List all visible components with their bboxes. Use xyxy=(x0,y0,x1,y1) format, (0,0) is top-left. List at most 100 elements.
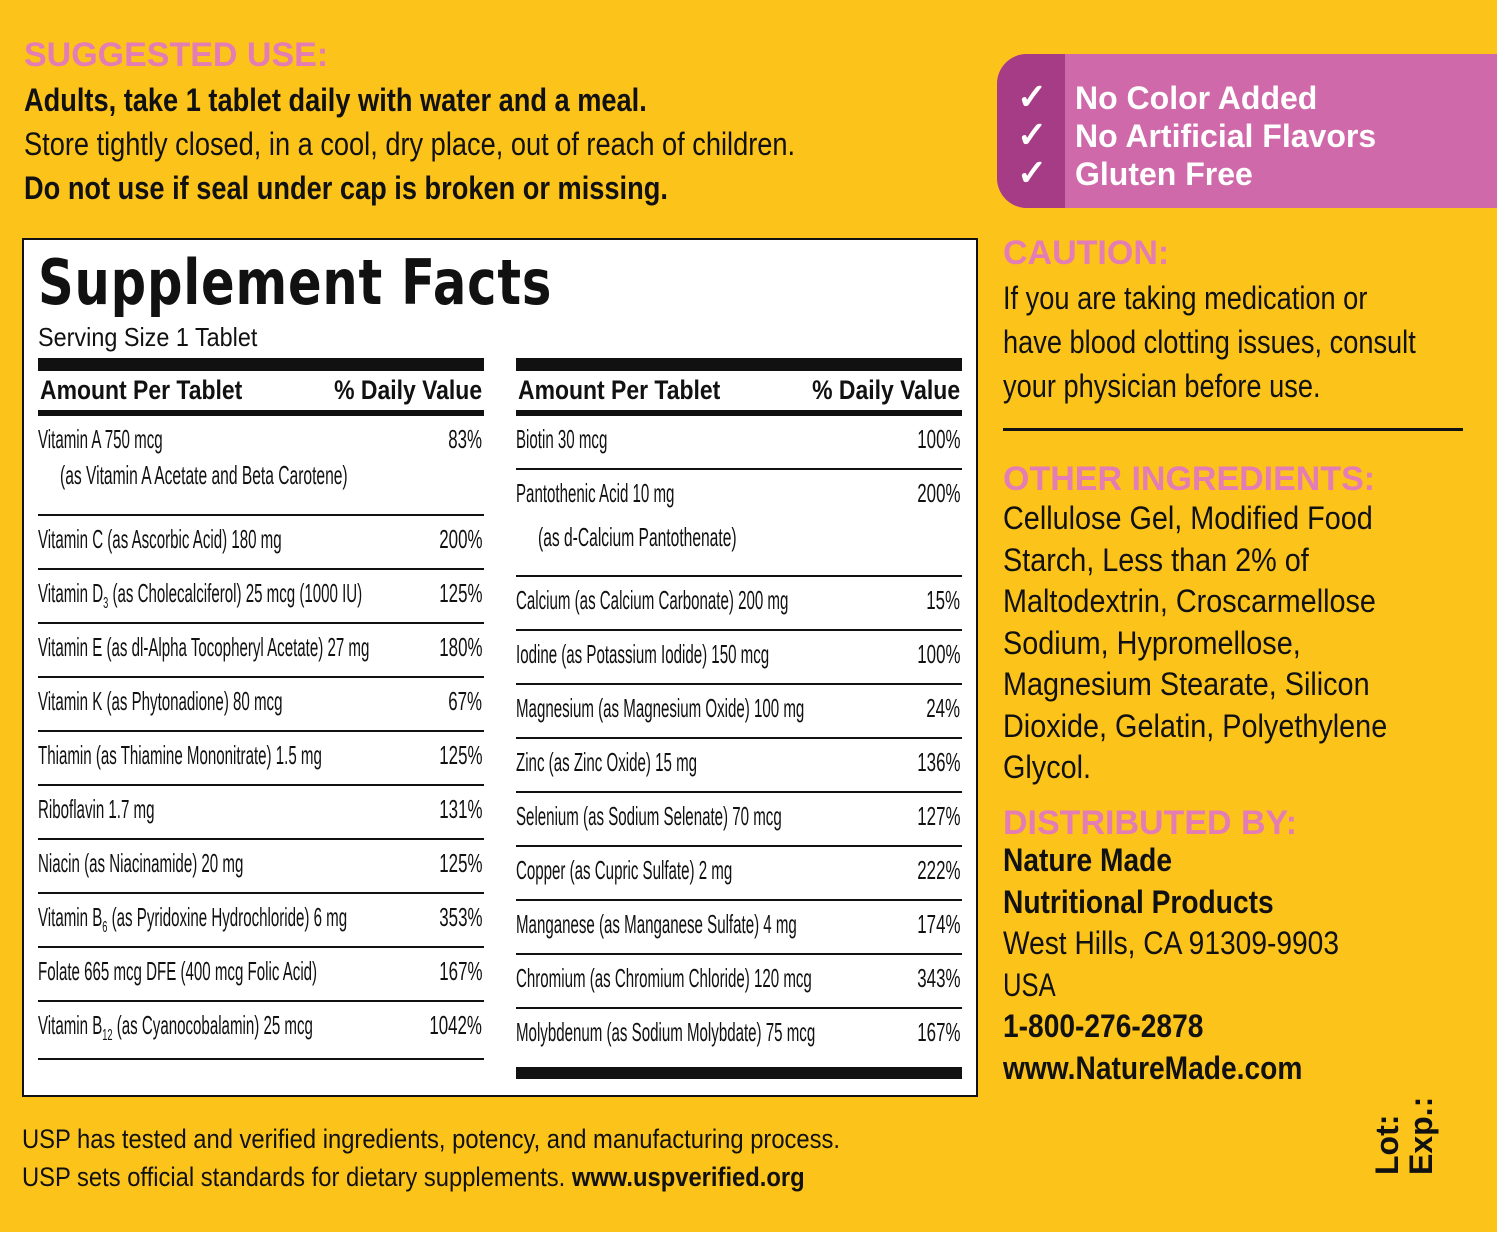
nutrient-row: Thiamin (as Thiamine Mononitrate) 1.5 mg… xyxy=(38,732,484,786)
distributor-phone: 1-800-276-2878 xyxy=(1003,1008,1204,1044)
nutrient-row: Vitamin K (as Phytonadione) 80 mcg 67% xyxy=(38,678,484,732)
nutrient-row: Niacin (as Niacinamide) 20 mg 125% xyxy=(38,840,484,894)
nutrient-row: Manganese (as Manganese Sulfate) 4 mg 17… xyxy=(516,901,962,955)
nutrient-name: Vitamin D xyxy=(38,578,104,608)
nutrient-row: Vitamin D3 (as Cholecalciferol) 25 mcg (… xyxy=(38,570,484,624)
nutrient-row: Magnesium (as Magnesium Oxide) 100 mg 24… xyxy=(516,685,962,739)
caution-text: If you are taking medication or have bloo… xyxy=(1003,276,1489,408)
nutrient-detail: (as Cyanocobalamin) 25 mcg xyxy=(112,1010,313,1040)
nutrient-name: Thiamin (as Thiamine Mononitrate) 1.5 mg xyxy=(38,740,322,770)
end-bar xyxy=(516,1067,962,1079)
daily-value: 200% xyxy=(438,524,482,554)
nutrient-detail: (as Pyridoxine Hydrochloride) 6 mg xyxy=(107,902,348,932)
daily-value: 200% xyxy=(916,478,960,508)
ingredient-line: Maltodextrin, Croscarmellose xyxy=(1003,583,1376,619)
nutrient-detail: (as Cholecalciferol) 25 mcg (1000 IU) xyxy=(108,578,363,608)
claim-1: No Color Added xyxy=(1075,80,1318,116)
nutrient-name: Magnesium (as Magnesium Oxide) 100 mg xyxy=(516,693,805,723)
facts-column-left: Amount Per Tablet % Daily Value Vitamin A… xyxy=(38,358,484,1060)
nutrient-name: Vitamin E (as dl-Alpha Tocopheryl Acetat… xyxy=(38,632,370,662)
facts-column-right: Amount Per Tablet % Daily Value Biotin 30… xyxy=(516,358,962,1079)
lot-label: Lot: xyxy=(1369,1114,1405,1175)
ingredient-line: Dioxide, Gelatin, Polyethylene xyxy=(1003,707,1388,744)
claim-2: No Artificial Flavors xyxy=(1075,118,1377,154)
nutrient-row: Molybdenum (as Sodium Molybdate) 75 mcg … xyxy=(516,1009,962,1067)
nutrient-name: Vitamin B xyxy=(38,902,103,932)
nutrient-row: Selenium (as Sodium Selenate) 70 mcg 127… xyxy=(516,793,962,847)
caution-line: If you are taking medication or xyxy=(1003,280,1368,316)
claims-badge: ✓ No Color Added ✓ No Artificial Flavors ✓… xyxy=(997,54,1497,208)
daily-value: 167% xyxy=(438,956,482,986)
check-icon: ✓ xyxy=(1017,114,1048,155)
daily-value: 24% xyxy=(926,693,960,723)
nutrient-name: Niacin (as Niacinamide) 20 mg xyxy=(38,848,244,878)
nutrient-name: Selenium (as Sodium Selenate) 70 mcg xyxy=(516,801,782,831)
nutrient-name: Zinc (as Zinc Oxide) 15 mg xyxy=(516,747,698,777)
nutrient-name: Vitamin A 750 mcg xyxy=(38,424,163,454)
usp-line-2: USP sets official standards for dietary … xyxy=(22,1162,566,1192)
other-ingredients-heading: OTHER INGREDIENTS: xyxy=(1003,460,1376,498)
nutrient-name: Vitamin K (as Phytonadione) 80 mcg xyxy=(38,686,283,716)
divider xyxy=(1003,428,1463,431)
nutrient-name: Folate 665 mcg DFE (400 mcg Folic Acid) xyxy=(38,956,318,986)
nutrient-subscript: 3 xyxy=(103,595,109,613)
daily-value: 15% xyxy=(926,585,960,615)
daily-value: 100% xyxy=(916,424,960,454)
usp-statement: USP has tested and verified ingredients,… xyxy=(22,1120,952,1196)
dv-header: % Daily Value xyxy=(334,375,482,405)
amount-header: Amount Per Tablet xyxy=(518,375,721,405)
nutrient-row: Iodine (as Potassium Iodide) 150 mcg 100… xyxy=(516,631,962,685)
daily-value: 167% xyxy=(916,1017,960,1047)
ingredient-line: Cellulose Gel, Modified Food xyxy=(1003,500,1373,536)
daily-value: 222% xyxy=(916,855,960,885)
lot-exp: Lot: Exp.: xyxy=(1369,1097,1439,1175)
nutrient-row: Riboflavin 1.7 mg 131% xyxy=(38,786,484,840)
daily-value: 83% xyxy=(448,424,482,454)
nutrient-row: Copper (as Cupric Sulfate) 2 mg 222% xyxy=(516,847,962,901)
nutrient-row: Calcium (as Calcium Carbonate) 200 mg 15… xyxy=(516,577,962,631)
ingredient-line: Starch, Less than 2% of xyxy=(1003,541,1309,578)
daily-value: 127% xyxy=(916,801,960,831)
nutrient-name: Vitamin B xyxy=(38,1010,103,1040)
usage-line-1: Adults, take 1 tablet daily with water a… xyxy=(24,82,647,118)
daily-value: 353% xyxy=(438,902,482,932)
usp-link[interactable]: www.uspverified.org xyxy=(571,1162,805,1192)
column-header: Amount Per Tablet % Daily Value xyxy=(38,371,484,416)
caution-line: your physician before use. xyxy=(1003,368,1321,404)
distributor-block: Nature Made Nutritional Products West Hi… xyxy=(1003,840,1385,1089)
usp-line-1: USP has tested and verified ingredients,… xyxy=(22,1124,841,1154)
usage-line-3: Do not use if seal under cap is broken o… xyxy=(24,170,668,206)
column-header: Amount Per Tablet % Daily Value xyxy=(516,371,962,416)
nutrient-name: Iodine (as Potassium Iodide) 150 mcg xyxy=(516,639,770,669)
nutrient-row: Vitamin E (as dl-Alpha Tocopheryl Acetat… xyxy=(38,624,484,678)
claim-3: Gluten Free xyxy=(1075,156,1253,192)
daily-value: 125% xyxy=(438,578,482,608)
distributor-country: USA xyxy=(1003,966,1056,1003)
daily-value: 180% xyxy=(438,632,482,662)
nutrient-name: Copper (as Cupric Sulfate) 2 mg xyxy=(516,855,733,885)
nutrient-row: Vitamin B12 (as Cyanocobalamin) 25 mcg 1… xyxy=(38,1002,484,1060)
nutrient-row: Zinc (as Zinc Oxide) 15 mg 136% xyxy=(516,739,962,793)
nutrient-subscript: 12 xyxy=(102,1027,113,1045)
suggested-use-heading: SUGGESTED USE: xyxy=(24,36,329,74)
usage-line-2: Store tightly closed, in a cool, dry pla… xyxy=(24,126,796,162)
ingredient-line: Glycol. xyxy=(1003,749,1092,785)
nutrient-source: (as d-Calcium Pantothenate) xyxy=(538,522,737,552)
daily-value: 136% xyxy=(916,747,960,777)
header-bar xyxy=(38,358,484,371)
facts-title: Supplement Facts xyxy=(38,246,553,319)
daily-value: 125% xyxy=(438,740,482,770)
daily-value: 100% xyxy=(916,639,960,669)
header-bar xyxy=(516,358,962,371)
nutrient-name: Pantothenic Acid 10 mg xyxy=(516,478,675,508)
daily-value: 67% xyxy=(448,686,482,716)
distributor-name-2: Nutritional Products xyxy=(1003,883,1274,920)
check-icon: ✓ xyxy=(1017,76,1048,117)
daily-value: 131% xyxy=(438,794,482,824)
distributor-website[interactable]: www.NatureMade.com xyxy=(1003,1049,1303,1086)
nutrient-row: Vitamin C (as Ascorbic Acid) 180 mg 200% xyxy=(38,516,484,570)
distributor-address: West Hills, CA 91309-9903 xyxy=(1003,925,1340,961)
daily-value: 125% xyxy=(438,848,482,878)
nutrient-name: Biotin 30 mcg xyxy=(516,424,608,454)
